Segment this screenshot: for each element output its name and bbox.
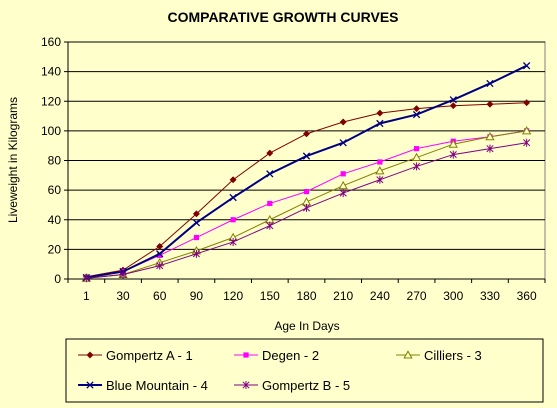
data-point: [339, 118, 347, 126]
legend: Gompertz A - 1 Degen - 2 Cilliers - 3 Blue …: [78, 348, 482, 393]
data-point: [302, 130, 311, 138]
data-point: [486, 144, 494, 153]
data-point: [376, 119, 384, 128]
y-tick-label: 0: [54, 272, 61, 286]
x-tick-label: 240: [370, 289, 390, 303]
data-point: [192, 249, 200, 258]
y-tick-label: 80: [48, 154, 62, 168]
y-tick-label: 20: [48, 242, 62, 256]
legend-marker: [242, 381, 250, 389]
series-group: [81, 62, 532, 283]
x-tick-label: 60: [153, 289, 167, 303]
data-point: [413, 105, 421, 113]
data-point: [485, 131, 495, 141]
data-point: [411, 152, 422, 162]
data-point: [266, 170, 274, 178]
legend-marker: [403, 350, 413, 359]
data-point: [192, 210, 200, 218]
data-point: [448, 139, 458, 148]
legend-marker: [86, 351, 94, 359]
y-tick-label: 40: [48, 213, 62, 227]
legend-marker: [243, 352, 249, 358]
x-tick-label: 360: [517, 289, 537, 303]
data-point: [156, 261, 164, 270]
data-point: [376, 109, 384, 117]
x-tick-label: 30: [116, 289, 130, 303]
data-point: [449, 102, 457, 110]
y-tick-label: 60: [48, 183, 62, 197]
x-axis-ticks: 1 30 60 90 120 150 180 210 240 270 300 330 360: [67, 278, 546, 303]
series-4: [82, 62, 531, 282]
data-point: [339, 139, 347, 147]
data-point: [229, 193, 237, 202]
legend-marker: [86, 381, 94, 389]
series-5: [82, 138, 531, 283]
data-point: [377, 159, 383, 165]
legend-label: Degen - 2: [262, 348, 319, 363]
data-point: [522, 62, 531, 70]
legend-item: Cilliers - 3: [396, 348, 482, 363]
y-tick-label: 100: [41, 124, 61, 138]
data-point: [486, 79, 494, 88]
data-point: [303, 189, 310, 195]
x-tick-label: 210: [333, 289, 353, 303]
data-point: [486, 100, 494, 108]
data-point: [193, 234, 200, 241]
y-axis-label: Liveweight in Kilograms: [6, 97, 20, 223]
chart-title: COMPARATIVE GROWTH CURVES: [167, 9, 398, 25]
data-point: [82, 274, 90, 283]
x-tick-label: 90: [190, 289, 204, 303]
data-point: [229, 176, 237, 184]
data-point: [339, 189, 347, 198]
x-tick-label: 270: [407, 289, 427, 303]
x-tick-label: 330: [480, 289, 500, 303]
x-tick-label: 120: [223, 289, 243, 303]
data-point: [523, 138, 531, 147]
data-point: [156, 242, 164, 250]
data-point: [375, 166, 385, 175]
legend-label: Gompertz A - 1: [106, 348, 193, 363]
legend-box: [65, 338, 544, 403]
data-point: [192, 219, 201, 227]
y-axis-ticks: 0 20 40 60 80 100 120 140 160: [41, 35, 69, 286]
legend-label: Blue Mountain - 4: [106, 378, 208, 393]
legend-item: Gompertz B - 5: [234, 378, 350, 393]
legend-label: Gompertz B - 5: [262, 378, 350, 393]
data-point: [157, 252, 163, 258]
x-tick-label: 180: [296, 289, 316, 303]
legend-label: Cilliers - 3: [424, 348, 482, 363]
x-axis-label: Age In Days: [274, 319, 339, 333]
data-point: [230, 217, 236, 223]
data-point: [413, 162, 421, 171]
data-point: [412, 110, 421, 119]
data-point: [229, 237, 237, 246]
data-point: [449, 96, 457, 104]
data-point: [266, 221, 274, 230]
x-tick-label: 300: [443, 289, 463, 303]
data-point: [413, 146, 420, 152]
x-tick-label: 1: [83, 289, 90, 303]
data-point: [522, 126, 532, 135]
y-tick-label: 120: [41, 94, 61, 108]
data-point: [119, 270, 127, 279]
legend-item: Blue Mountain - 4: [78, 378, 208, 393]
data-point: [266, 149, 274, 157]
data-point: [338, 180, 348, 190]
data-point: [449, 150, 457, 159]
data-point: [302, 152, 311, 160]
legend-item: Gompertz A - 1: [78, 348, 193, 363]
data-point: [523, 99, 531, 107]
data-point: [340, 171, 346, 177]
y-tick-label: 140: [41, 65, 61, 79]
data-point: [302, 203, 311, 212]
y-tick-label: 160: [41, 35, 61, 49]
data-point: [267, 200, 273, 207]
legend-item: Degen - 2: [234, 348, 319, 363]
x-tick-label: 150: [260, 289, 280, 303]
data-point: [376, 175, 384, 184]
data-point: [156, 250, 164, 258]
